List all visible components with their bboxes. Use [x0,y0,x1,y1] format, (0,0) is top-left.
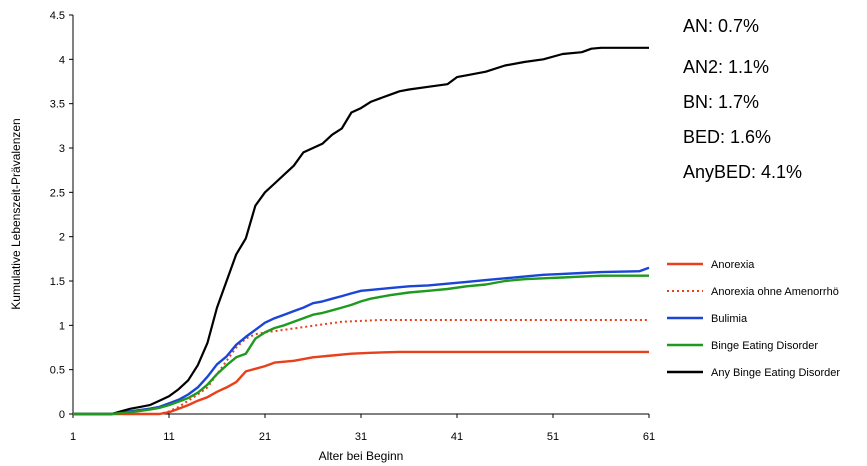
legend: Anorexia Anorexia ohne Amenorrhö Bulimia Bi… [667,259,840,379]
y-tick-label: 4 [59,54,65,66]
y-axis-title: Kumulative Lebenszeit-Prävalenzen [9,118,23,309]
y-tick-label: 1.5 [50,276,65,288]
x-tick-label: 11 [163,431,174,443]
legend-label: Any Binge Eating Disorder [711,367,840,379]
legend-label: Bulimia [711,313,748,325]
series-line-2 [73,266,650,416]
series-line-0 [73,350,649,416]
series-line-3 [73,274,649,416]
y-tick-label: 4.5 [50,10,65,22]
x-tick-label: 31 [355,431,367,443]
y-tick-label: 1 [59,320,65,332]
stat-bn: BN: 1.7% [683,92,760,112]
x-tick-label: 61 [643,431,655,443]
y-tick-label: 2.5 [50,187,65,199]
series-line-4 [73,46,649,416]
y-tick-label: 3 [59,143,65,155]
y-tick-label: 0 [59,409,65,421]
stat-bed: BED: 1.6% [683,127,772,147]
legend-label: Anorexia [711,259,755,271]
tick-labels: 00.511.522.533.544.51 11 21 31 41 51 61 [50,10,655,443]
stat-an2: AN2: 1.1% [683,57,770,77]
legend-label: Anorexia ohne Amenorrhö [711,286,839,298]
y-tick-label: 2 [59,232,65,244]
x-tick-label: 41 [451,431,463,443]
y-tick-label: 0.5 [50,365,65,377]
y-tick-label: 3.5 [50,99,65,111]
x-tick-label: 21 [259,431,271,443]
x-tick-label: 1 [70,431,76,443]
stat-an: AN: 0.7% [683,16,760,36]
legend-label: Binge Eating Disorder [711,340,818,352]
chart-axes [69,14,650,418]
series-lines [73,46,650,416]
x-tick-label: 51 [547,431,559,443]
x-axis-title: Alter bei Beginn [319,449,404,463]
stat-anybed: AnyBED: 4.1% [683,162,803,182]
